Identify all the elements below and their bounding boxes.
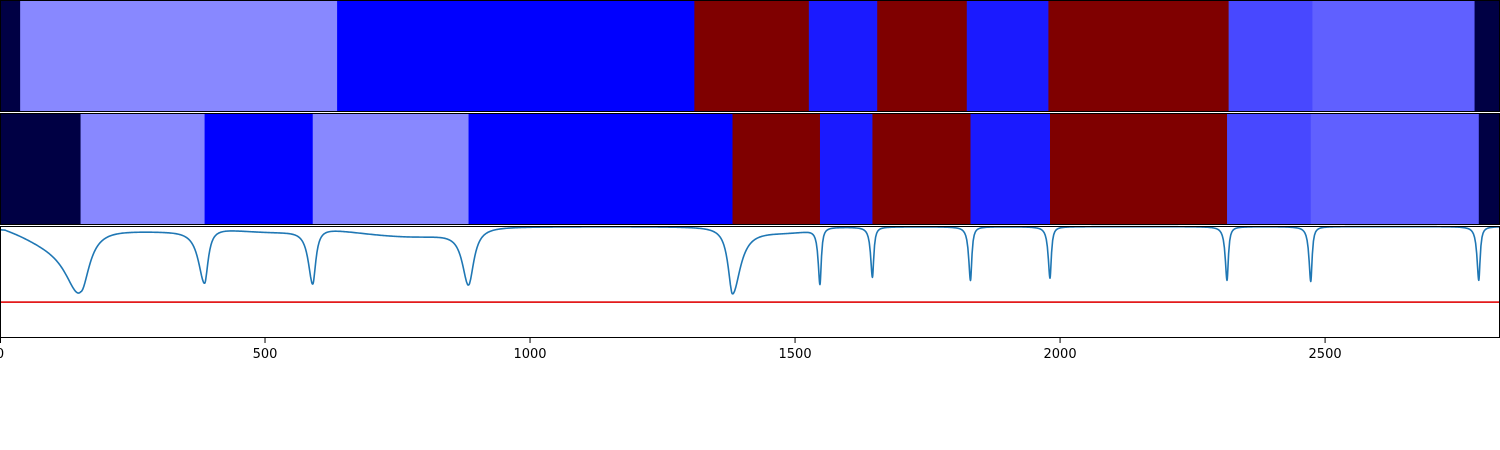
x-tick-label: 1000 [513, 347, 546, 362]
x-tick-label: 1500 [779, 347, 812, 362]
segment-bar [819, 113, 874, 225]
segment-bar [0, 0, 21, 112]
x-tick-label: 0 [0, 347, 4, 362]
segment-track-top [0, 0, 1500, 112]
segment-bar [204, 113, 314, 225]
segment-bar [20, 0, 338, 112]
segment-bar [872, 113, 972, 225]
x-axis: 0 500 1000 1500 2000 2500 [0, 338, 1342, 362]
segment-bar [1228, 0, 1313, 112]
segment-track-middle [0, 113, 1500, 225]
segment-bar [877, 0, 968, 112]
segment-bar [1478, 113, 1500, 225]
segment-bar [80, 113, 206, 225]
segment-bar [1312, 0, 1476, 112]
segment-bar [312, 113, 470, 225]
segment-bar [732, 113, 821, 225]
segment-bar [1310, 113, 1480, 225]
segment-bar [337, 0, 695, 112]
segment-bar [1227, 113, 1312, 225]
segment-bar [1474, 0, 1500, 112]
segment-bar [468, 113, 734, 225]
probability-line-panel [0, 225, 1500, 338]
segment-bar [970, 113, 1051, 225]
x-tick-label: 500 [253, 347, 278, 362]
segment-bar [1048, 0, 1230, 112]
segment-bar [694, 0, 810, 112]
x-tick-label: 2000 [1044, 347, 1077, 362]
segment-bar [1050, 113, 1228, 225]
segment-bar [0, 113, 82, 225]
segment-bar [966, 0, 1050, 112]
x-tick-label: 2500 [1309, 347, 1342, 362]
segment-bar [808, 0, 878, 112]
